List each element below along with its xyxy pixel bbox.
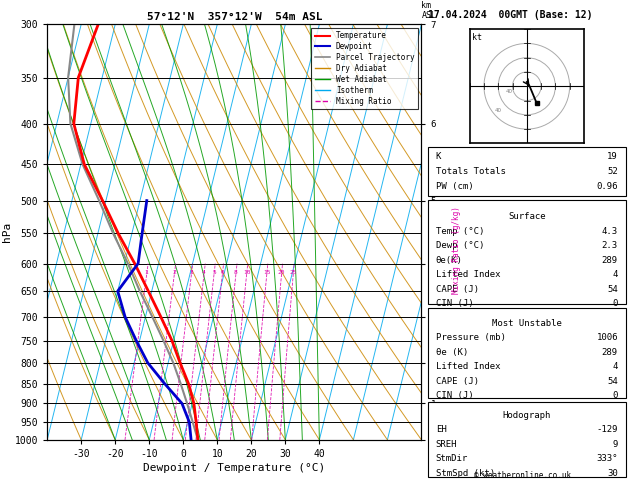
Text: 1: 1 bbox=[145, 270, 148, 275]
Text: 0: 0 bbox=[613, 299, 618, 308]
Text: PW (cm): PW (cm) bbox=[436, 183, 473, 191]
Text: CIN (J): CIN (J) bbox=[436, 391, 473, 400]
FancyBboxPatch shape bbox=[428, 200, 626, 304]
Text: 20: 20 bbox=[278, 270, 285, 275]
Text: SREH: SREH bbox=[436, 440, 457, 449]
Text: 6: 6 bbox=[220, 270, 224, 275]
Text: CIN (J): CIN (J) bbox=[436, 299, 473, 308]
Text: 0: 0 bbox=[613, 391, 618, 400]
Text: CAPE (J): CAPE (J) bbox=[436, 285, 479, 294]
Text: CAPE (J): CAPE (J) bbox=[436, 377, 479, 386]
Text: 2.3: 2.3 bbox=[602, 242, 618, 250]
Legend: Temperature, Dewpoint, Parcel Trajectory, Dry Adiabat, Wet Adiabat, Isotherm, Mi: Temperature, Dewpoint, Parcel Trajectory… bbox=[311, 28, 418, 109]
Text: 5: 5 bbox=[212, 270, 216, 275]
Text: 289: 289 bbox=[602, 256, 618, 265]
Text: 40: 40 bbox=[506, 89, 513, 94]
Text: 3: 3 bbox=[189, 270, 193, 275]
Text: 2: 2 bbox=[172, 270, 176, 275]
Text: Most Unstable: Most Unstable bbox=[492, 319, 562, 328]
FancyBboxPatch shape bbox=[428, 147, 626, 196]
Text: kt: kt bbox=[472, 33, 482, 42]
Text: Hodograph: Hodograph bbox=[503, 411, 551, 420]
Text: 4.3: 4.3 bbox=[602, 227, 618, 236]
Text: © weatheronline.co.uk: © weatheronline.co.uk bbox=[474, 471, 571, 480]
Text: 17.04.2024  00GMT (Base: 12): 17.04.2024 00GMT (Base: 12) bbox=[428, 10, 593, 20]
Text: 9: 9 bbox=[613, 440, 618, 449]
Text: 4: 4 bbox=[202, 270, 206, 275]
Text: 54: 54 bbox=[607, 285, 618, 294]
Text: 40: 40 bbox=[495, 108, 502, 113]
Text: 8: 8 bbox=[234, 270, 238, 275]
Text: 10: 10 bbox=[243, 270, 250, 275]
Y-axis label: hPa: hPa bbox=[2, 222, 12, 242]
Text: Dewp (°C): Dewp (°C) bbox=[436, 242, 484, 250]
Text: 52: 52 bbox=[607, 167, 618, 176]
Text: 289: 289 bbox=[602, 348, 618, 357]
Text: Surface: Surface bbox=[508, 212, 545, 221]
FancyBboxPatch shape bbox=[428, 402, 626, 477]
Text: StmSpd (kt): StmSpd (kt) bbox=[436, 469, 495, 478]
Text: StmDir: StmDir bbox=[436, 454, 468, 464]
Text: Mixing Ratio (g/kg): Mixing Ratio (g/kg) bbox=[452, 207, 460, 295]
Text: km
ASL: km ASL bbox=[421, 1, 437, 20]
Text: -129: -129 bbox=[596, 425, 618, 434]
Text: Pressure (mb): Pressure (mb) bbox=[436, 333, 506, 343]
Text: Lifted Index: Lifted Index bbox=[436, 270, 500, 279]
Text: 1006: 1006 bbox=[596, 333, 618, 343]
Text: Totals Totals: Totals Totals bbox=[436, 167, 506, 176]
Text: 19: 19 bbox=[607, 152, 618, 161]
Text: EH: EH bbox=[436, 425, 447, 434]
Text: 0.96: 0.96 bbox=[596, 183, 618, 191]
Text: Lifted Index: Lifted Index bbox=[436, 363, 500, 371]
Text: 15: 15 bbox=[263, 270, 270, 275]
Text: 25: 25 bbox=[289, 270, 297, 275]
Text: K: K bbox=[436, 152, 441, 161]
Text: θe(K): θe(K) bbox=[436, 256, 462, 265]
Text: 4: 4 bbox=[613, 363, 618, 371]
Text: Temp (°C): Temp (°C) bbox=[436, 227, 484, 236]
Title: 57°12'N  357°12'W  54m ASL: 57°12'N 357°12'W 54m ASL bbox=[147, 12, 322, 22]
Text: 333°: 333° bbox=[596, 454, 618, 464]
Text: θe (K): θe (K) bbox=[436, 348, 468, 357]
Text: 4: 4 bbox=[613, 270, 618, 279]
Text: 54: 54 bbox=[607, 377, 618, 386]
FancyBboxPatch shape bbox=[428, 308, 626, 398]
Text: 30: 30 bbox=[607, 469, 618, 478]
X-axis label: Dewpoint / Temperature (°C): Dewpoint / Temperature (°C) bbox=[143, 463, 325, 473]
